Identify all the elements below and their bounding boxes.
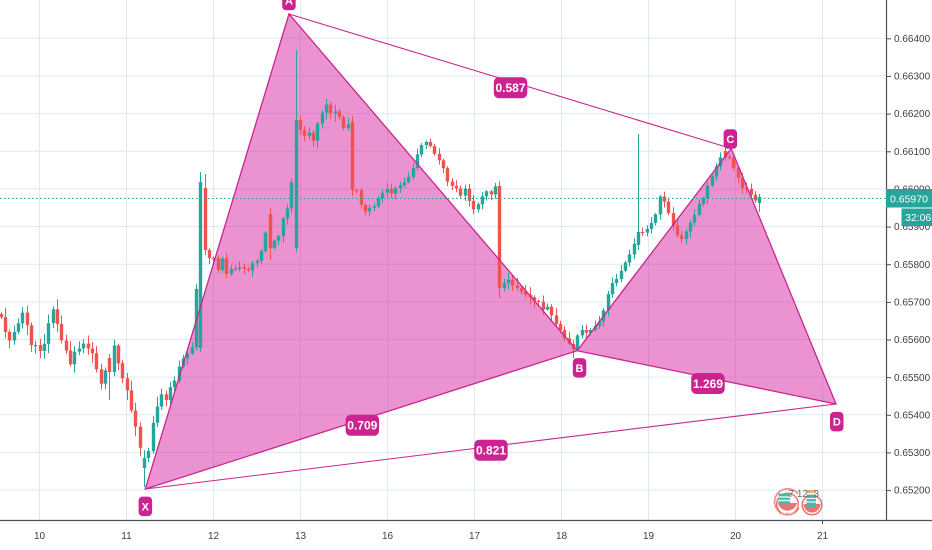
svg-text:7 12: 3: 7 12: 3 [789,489,820,500]
svg-text:0.587: 0.587 [495,81,525,95]
svg-text:D: D [833,417,841,429]
svg-text:0.65500: 0.65500 [894,373,931,384]
svg-text:B: B [576,363,584,375]
svg-text:0.66100: 0.66100 [894,147,931,158]
svg-text:10: 10 [34,531,46,542]
svg-text:18: 18 [556,531,568,542]
svg-text:1.269: 1.269 [693,377,723,391]
svg-text:16: 16 [382,531,394,542]
svg-text:0.65200: 0.65200 [894,486,931,497]
svg-text:C: C [726,134,734,146]
svg-text:12: 12 [208,531,220,542]
svg-text:0.65700: 0.65700 [894,298,931,309]
svg-text:21: 21 [817,531,829,542]
svg-text:20: 20 [730,531,742,542]
svg-text:A: A [285,0,293,8]
svg-text:0.65400: 0.65400 [894,410,931,421]
svg-text:0.65970: 0.65970 [890,194,928,206]
svg-text:0.65300: 0.65300 [894,448,931,459]
svg-text:0.66300: 0.66300 [894,72,931,83]
svg-text:X: X [142,501,150,513]
svg-text:17: 17 [469,531,481,542]
svg-text:0.66200: 0.66200 [894,109,931,120]
svg-text:0.709: 0.709 [347,419,377,433]
svg-text:0.65900: 0.65900 [894,222,931,233]
svg-text:32:06: 32:06 [905,212,931,224]
svg-text:0.66400: 0.66400 [894,34,931,45]
svg-text:0.821: 0.821 [476,444,506,458]
svg-text:13: 13 [295,531,307,542]
svg-text:0.65600: 0.65600 [894,335,931,346]
svg-text:0.65800: 0.65800 [894,260,931,271]
svg-text:11: 11 [121,531,132,542]
svg-text:19: 19 [643,531,655,542]
